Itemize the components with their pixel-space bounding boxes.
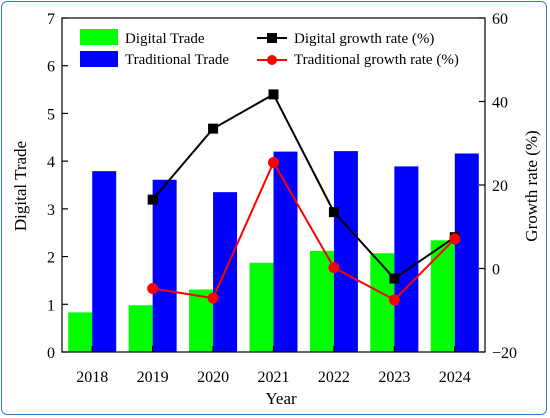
legend: Digital Trade Traditional Trade Digital … <box>80 29 459 68</box>
y-tick-label: 4 <box>47 154 55 171</box>
point-traditional-growth-2021 <box>268 156 279 168</box>
axes-layer: 0 1 2 3 4 5 6 7 −20 0 20 40 60 2018 2019 2020 2021 2022 20… <box>47 11 517 386</box>
y-tick-label: 1 <box>47 297 55 314</box>
legend-label-traditional-growth: Traditional growth rate (%) <box>294 52 459 68</box>
x-tick-label: 2023 <box>378 369 410 386</box>
bar-digital-trade-2018 <box>68 312 93 352</box>
x-axis-title: Year <box>265 389 297 408</box>
y-tick-label: 7 <box>47 11 55 28</box>
y2-tick-label: −20 <box>492 345 517 362</box>
point-traditional-growth-2022 <box>328 262 340 274</box>
y2-tick-label: 40 <box>492 95 508 112</box>
y-tick-label: 2 <box>47 250 55 267</box>
y-tick-label: 5 <box>47 106 55 123</box>
line-traditional-growth <box>152 160 456 302</box>
y-tick-label: 0 <box>47 345 55 362</box>
legend-marker-traditional-growth <box>267 55 277 65</box>
point-traditional-growth-2019 <box>147 283 159 295</box>
y-tick-label: 6 <box>47 59 55 76</box>
y2-axis-title: Growth rate (%) <box>522 130 541 241</box>
bar-traditional-trade-2019 <box>152 179 177 352</box>
legend-swatch-digital-trade <box>80 29 118 45</box>
x-tick-label: 2018 <box>76 369 108 386</box>
y-axis-title: Digital Trade <box>11 141 30 231</box>
y-tick-label: 3 <box>47 202 55 219</box>
legend-label-traditional-trade: Traditional Trade <box>125 52 229 68</box>
bar-digital-trade-2021 <box>249 262 274 352</box>
y2-tick-label: 60 <box>492 11 508 28</box>
point-traditional-growth-2020 <box>207 292 219 304</box>
y2-tick-label: 20 <box>492 178 508 195</box>
bar-traditional-trade-2023 <box>394 166 419 352</box>
bar-digital-trade-2024 <box>430 240 455 352</box>
point-digital-growth-2023 <box>389 273 400 284</box>
legend-swatch-traditional-trade <box>80 51 118 67</box>
bar-traditional-trade-2022 <box>333 151 358 352</box>
point-digital-growth-2021 <box>268 89 279 100</box>
y2-tick-label: 0 <box>492 262 500 279</box>
point-traditional-growth-2024 <box>449 233 461 245</box>
x-tick-label: 2024 <box>439 369 471 386</box>
legend-label-digital-growth: Digital growth rate (%) <box>294 31 434 47</box>
bar-traditional-trade-2024 <box>454 153 479 352</box>
x-tick-label: 2022 <box>318 369 350 386</box>
legend-marker-digital-growth <box>267 33 277 43</box>
point-digital-growth-2022 <box>328 207 339 218</box>
point-digital-growth-2020 <box>208 123 219 134</box>
bars-layer <box>68 151 479 352</box>
lines-layer <box>147 89 461 306</box>
x-tick-label: 2020 <box>197 369 229 386</box>
point-traditional-growth-2023 <box>388 294 400 306</box>
bar-digital-trade-2019 <box>128 305 153 352</box>
bar-traditional-trade-2018 <box>92 171 117 352</box>
x-tick-label: 2021 <box>258 369 290 386</box>
legend-label-digital-trade: Digital Trade <box>125 31 205 47</box>
point-digital-growth-2019 <box>147 194 158 205</box>
x-tick-label: 2019 <box>137 369 169 386</box>
line-digital-growth <box>151 93 456 280</box>
